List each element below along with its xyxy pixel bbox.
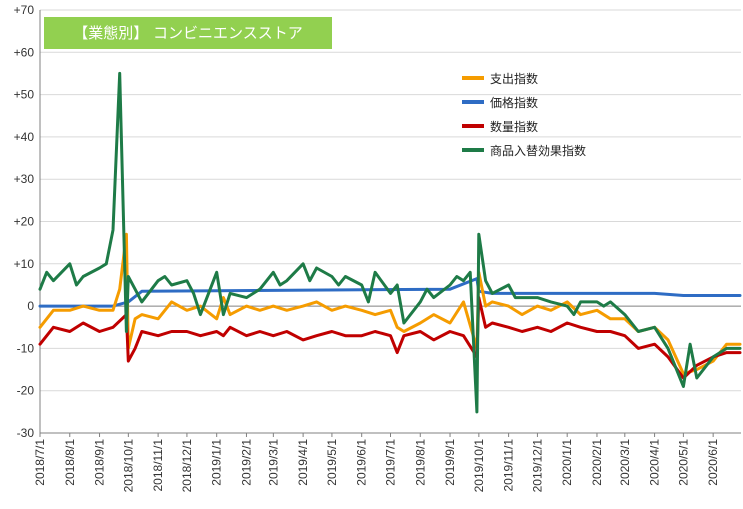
gridlines — [40, 9, 741, 434]
y-tick-label: +60 — [14, 45, 35, 59]
x-tick-label: 2019/5/1 — [325, 439, 339, 486]
x-tick-label: 2019/2/1 — [239, 439, 253, 486]
x-tick-label: 2019/10/1 — [472, 439, 486, 493]
x-tick-label: 2020/4/1 — [648, 439, 662, 486]
series-line-quantity — [38, 296, 742, 380]
x-tick-label: 2019/11/1 — [502, 439, 516, 492]
legend-label-mix: 商品入替効果指数 — [490, 143, 586, 158]
chart-title-box: 【業態別】 コンビニエンスストア — [44, 17, 332, 49]
x-tick-label: 2019/9/1 — [443, 439, 457, 486]
x-tick-label: 2019/12/1 — [530, 439, 544, 493]
x-tick-label: 2020/3/1 — [618, 439, 632, 486]
x-tick-label: 2019/1/1 — [210, 439, 224, 486]
x-tick-label: 2019/4/1 — [296, 439, 310, 486]
y-tick-label: +50 — [14, 88, 35, 102]
legend-label-quantity: 数量指数 — [490, 119, 538, 134]
series-line-mix — [38, 71, 742, 414]
y-tick-label: +10 — [14, 257, 35, 271]
y-tick-label: -10 — [17, 341, 35, 355]
x-tick-label: 2018/10/1 — [121, 439, 135, 493]
y-tick-label: 0 — [27, 299, 34, 313]
series-lines — [38, 71, 742, 414]
y-tick-label: +20 — [14, 215, 35, 229]
y-tick-label: -30 — [17, 426, 35, 440]
y-tick-label: +40 — [14, 130, 35, 144]
y-tick-label: -20 — [17, 384, 35, 398]
legend-label-price: 価格指数 — [490, 95, 538, 110]
x-tick-label: 2018/8/1 — [63, 439, 77, 486]
x-tick-label: 2018/9/1 — [93, 439, 107, 486]
x-tick-label: 2020/2/1 — [590, 439, 604, 486]
x-tick-label: 2018/11/1 — [151, 439, 165, 492]
y-tick-label: +70 — [14, 3, 35, 17]
x-tick-label: 2020/6/1 — [706, 439, 720, 486]
x-tick-label: 2018/7/1 — [33, 439, 47, 486]
x-tick-label: 2018/12/1 — [180, 439, 194, 493]
legend-label-spend: 支出指数 — [490, 71, 538, 86]
x-tick-label: 2019/6/1 — [355, 439, 369, 486]
x-tick-label: 2019/8/1 — [413, 439, 427, 486]
y-axis-tick-labels: -30 -20 -10 0 +10 +20 +30 +40 +50 +60 +70 — [14, 3, 35, 440]
x-tick-label: 2020/1/1 — [560, 439, 574, 486]
x-tick-label: 2020/5/1 — [676, 439, 690, 486]
x-axis-tick-labels: 2018/7/1 2018/8/1 2018/9/1 2018/10/1 2018/11… — [33, 439, 720, 493]
series-line-spend — [38, 232, 742, 376]
x-tick-label: 2019/7/1 — [384, 439, 398, 486]
axes — [39, 10, 741, 437]
y-tick-label: +30 — [14, 172, 35, 186]
x-tick-label: 2019/3/1 — [266, 439, 280, 486]
chart-title: 【業態別】 コンビニエンスストア — [73, 24, 303, 42]
